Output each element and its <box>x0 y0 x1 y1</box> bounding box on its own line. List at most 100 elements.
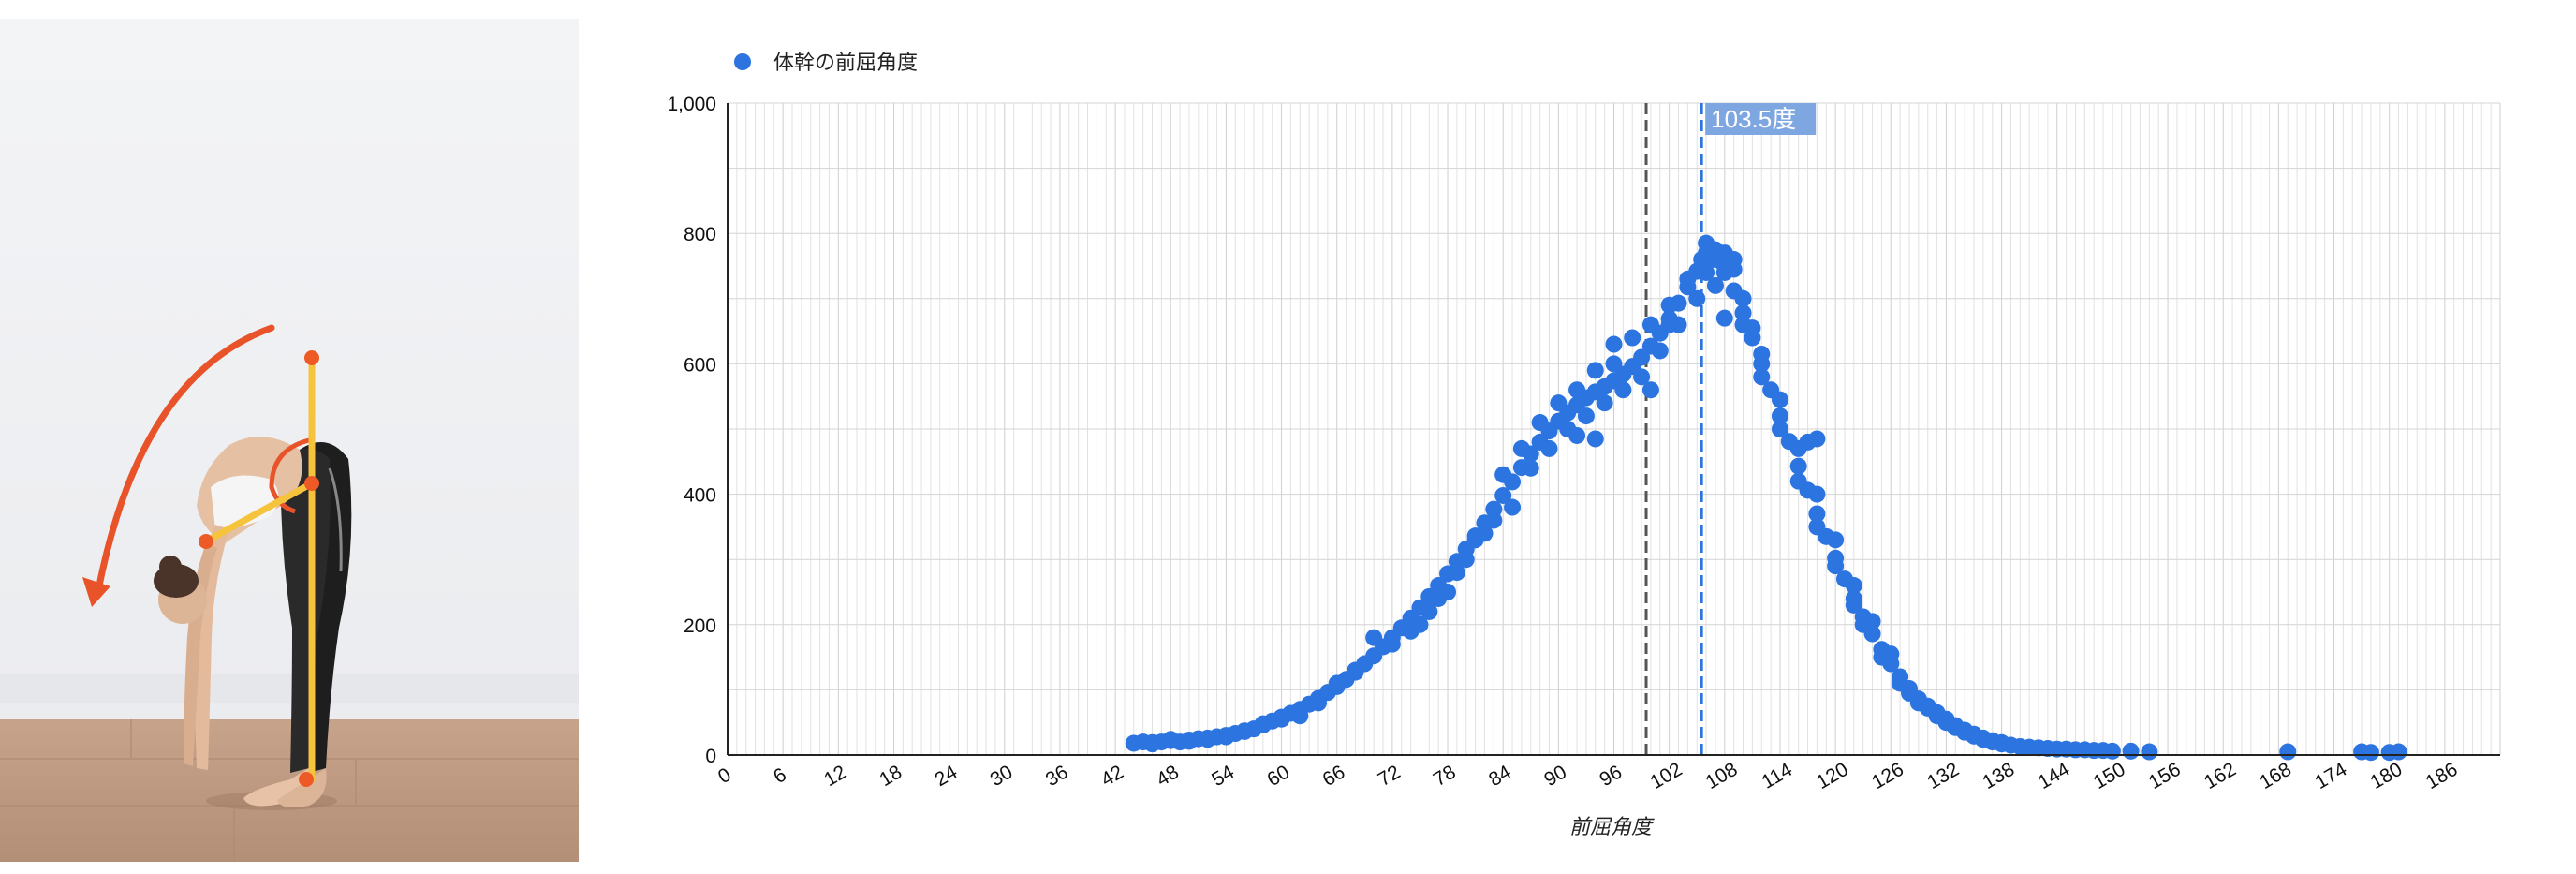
data-point <box>1974 729 1992 747</box>
data-point <box>1596 394 1613 412</box>
data-point <box>2390 743 2407 761</box>
data-point <box>1605 335 1623 353</box>
data-point <box>1254 715 1272 733</box>
data-points <box>1125 234 2407 762</box>
y-tick-label: 600 <box>684 354 716 376</box>
data-point <box>1383 635 1401 653</box>
data-point <box>2279 743 2297 761</box>
baseboard <box>0 674 579 703</box>
x-tick-label: 162 <box>2201 759 2240 793</box>
data-point <box>1901 684 1918 702</box>
data-point <box>1808 485 1826 503</box>
grid <box>727 102 2501 756</box>
data-point <box>1614 381 1632 399</box>
data-point <box>1402 622 1420 640</box>
data-point <box>1180 733 1198 750</box>
data-point <box>1522 459 1539 477</box>
forward-bend-figure-icon <box>0 19 579 862</box>
x-tick-label: 144 <box>2035 758 2074 793</box>
data-point <box>1586 430 1604 448</box>
data-point <box>1485 511 1503 529</box>
data-point <box>1347 661 1364 679</box>
data-point <box>1448 564 1465 582</box>
legend: 体幹の前屈角度 <box>734 51 918 74</box>
data-point <box>1725 251 1743 269</box>
x-tick-label: 186 <box>2422 759 2462 793</box>
data-point <box>1937 710 1955 728</box>
x-tick-label: 102 <box>1646 759 1685 793</box>
data-point <box>1568 426 1586 444</box>
angle-arc <box>269 437 310 514</box>
x-tick-label: 12 <box>820 762 850 792</box>
data-point <box>1476 525 1494 542</box>
data-point <box>1698 263 1715 281</box>
x-tick-label: 84 <box>1485 761 1515 791</box>
data-point <box>1420 602 1438 620</box>
arrow-head <box>82 577 110 607</box>
data-point <box>1273 710 1290 728</box>
data-point <box>1143 735 1161 753</box>
data-point <box>2362 744 2379 762</box>
data-point <box>1845 596 1862 614</box>
data-point <box>1365 629 1383 646</box>
data-point <box>1753 368 1771 386</box>
data-point <box>1550 394 1568 412</box>
data-point <box>1845 577 1862 595</box>
data-point <box>1734 304 1752 322</box>
x-tick-label: 132 <box>1923 759 1963 793</box>
data-point <box>1993 733 2010 751</box>
data-point <box>1854 615 1872 633</box>
x-tick-label: 18 <box>876 762 905 792</box>
data-point <box>1771 391 1788 408</box>
x-tick-label: 168 <box>2256 759 2295 793</box>
x-tick-label: 156 <box>2145 759 2185 793</box>
x-tick-label: 120 <box>1813 759 1852 793</box>
data-point <box>1310 694 1327 712</box>
data-point <box>1633 348 1651 366</box>
reference-lines: 103.5度 <box>1644 103 1817 755</box>
x-tick-label: 42 <box>1097 762 1127 792</box>
x-tick-label: 36 <box>1042 762 1072 792</box>
data-point <box>2103 742 2121 760</box>
data-point <box>1504 498 1522 516</box>
x-tick-label: 54 <box>1208 761 1238 791</box>
data-point <box>1771 421 1788 437</box>
data-point <box>1919 697 1936 715</box>
reference-label: 103.5度 <box>1711 105 1796 133</box>
data-point <box>1162 731 1180 748</box>
data-point <box>2141 743 2158 761</box>
y-tick-label: 200 <box>684 615 716 637</box>
data-point <box>1771 407 1788 425</box>
data-point <box>1808 430 1826 448</box>
data-point <box>1531 414 1549 432</box>
data-point <box>1956 721 1974 739</box>
x-axis-title: 前屈角度 <box>1569 815 1655 838</box>
joint-markers <box>199 350 319 787</box>
data-point <box>1577 407 1595 425</box>
legend-marker <box>734 53 751 70</box>
y-tick-label: 400 <box>684 485 716 507</box>
axes <box>727 103 2500 756</box>
x-tick-label: 66 <box>1319 762 1349 792</box>
skeleton-lines <box>202 354 316 783</box>
data-point <box>1715 309 1733 327</box>
data-point <box>1641 381 1659 399</box>
data-point <box>1605 355 1623 373</box>
x-tick-label: 90 <box>1540 762 1570 792</box>
y-tick-label: 800 <box>684 224 716 245</box>
x-tick-label: 138 <box>1979 759 2018 793</box>
x-tick-label: 60 <box>1263 762 1293 792</box>
data-point <box>1494 486 1512 504</box>
data-point <box>1789 457 1807 475</box>
data-point <box>2122 742 2140 760</box>
y-tick-labels: 0 200 400 600 800 1,000 <box>667 94 716 767</box>
x-tick-label: 0 <box>714 763 735 788</box>
data-point <box>1291 707 1309 725</box>
x-tick-label: 6 <box>770 763 790 788</box>
direction-arrow <box>95 324 275 594</box>
x-tick-label: 174 <box>2311 758 2350 793</box>
y-tick-label: 1,000 <box>667 94 716 115</box>
x-tick-label: 48 <box>1153 762 1183 792</box>
chart-container: 体幹の前屈角度 103.5度 0 200 400 600 800 1,000 0 6 12 18… <box>599 0 2576 874</box>
x-tick-label: 180 <box>2367 759 2407 793</box>
